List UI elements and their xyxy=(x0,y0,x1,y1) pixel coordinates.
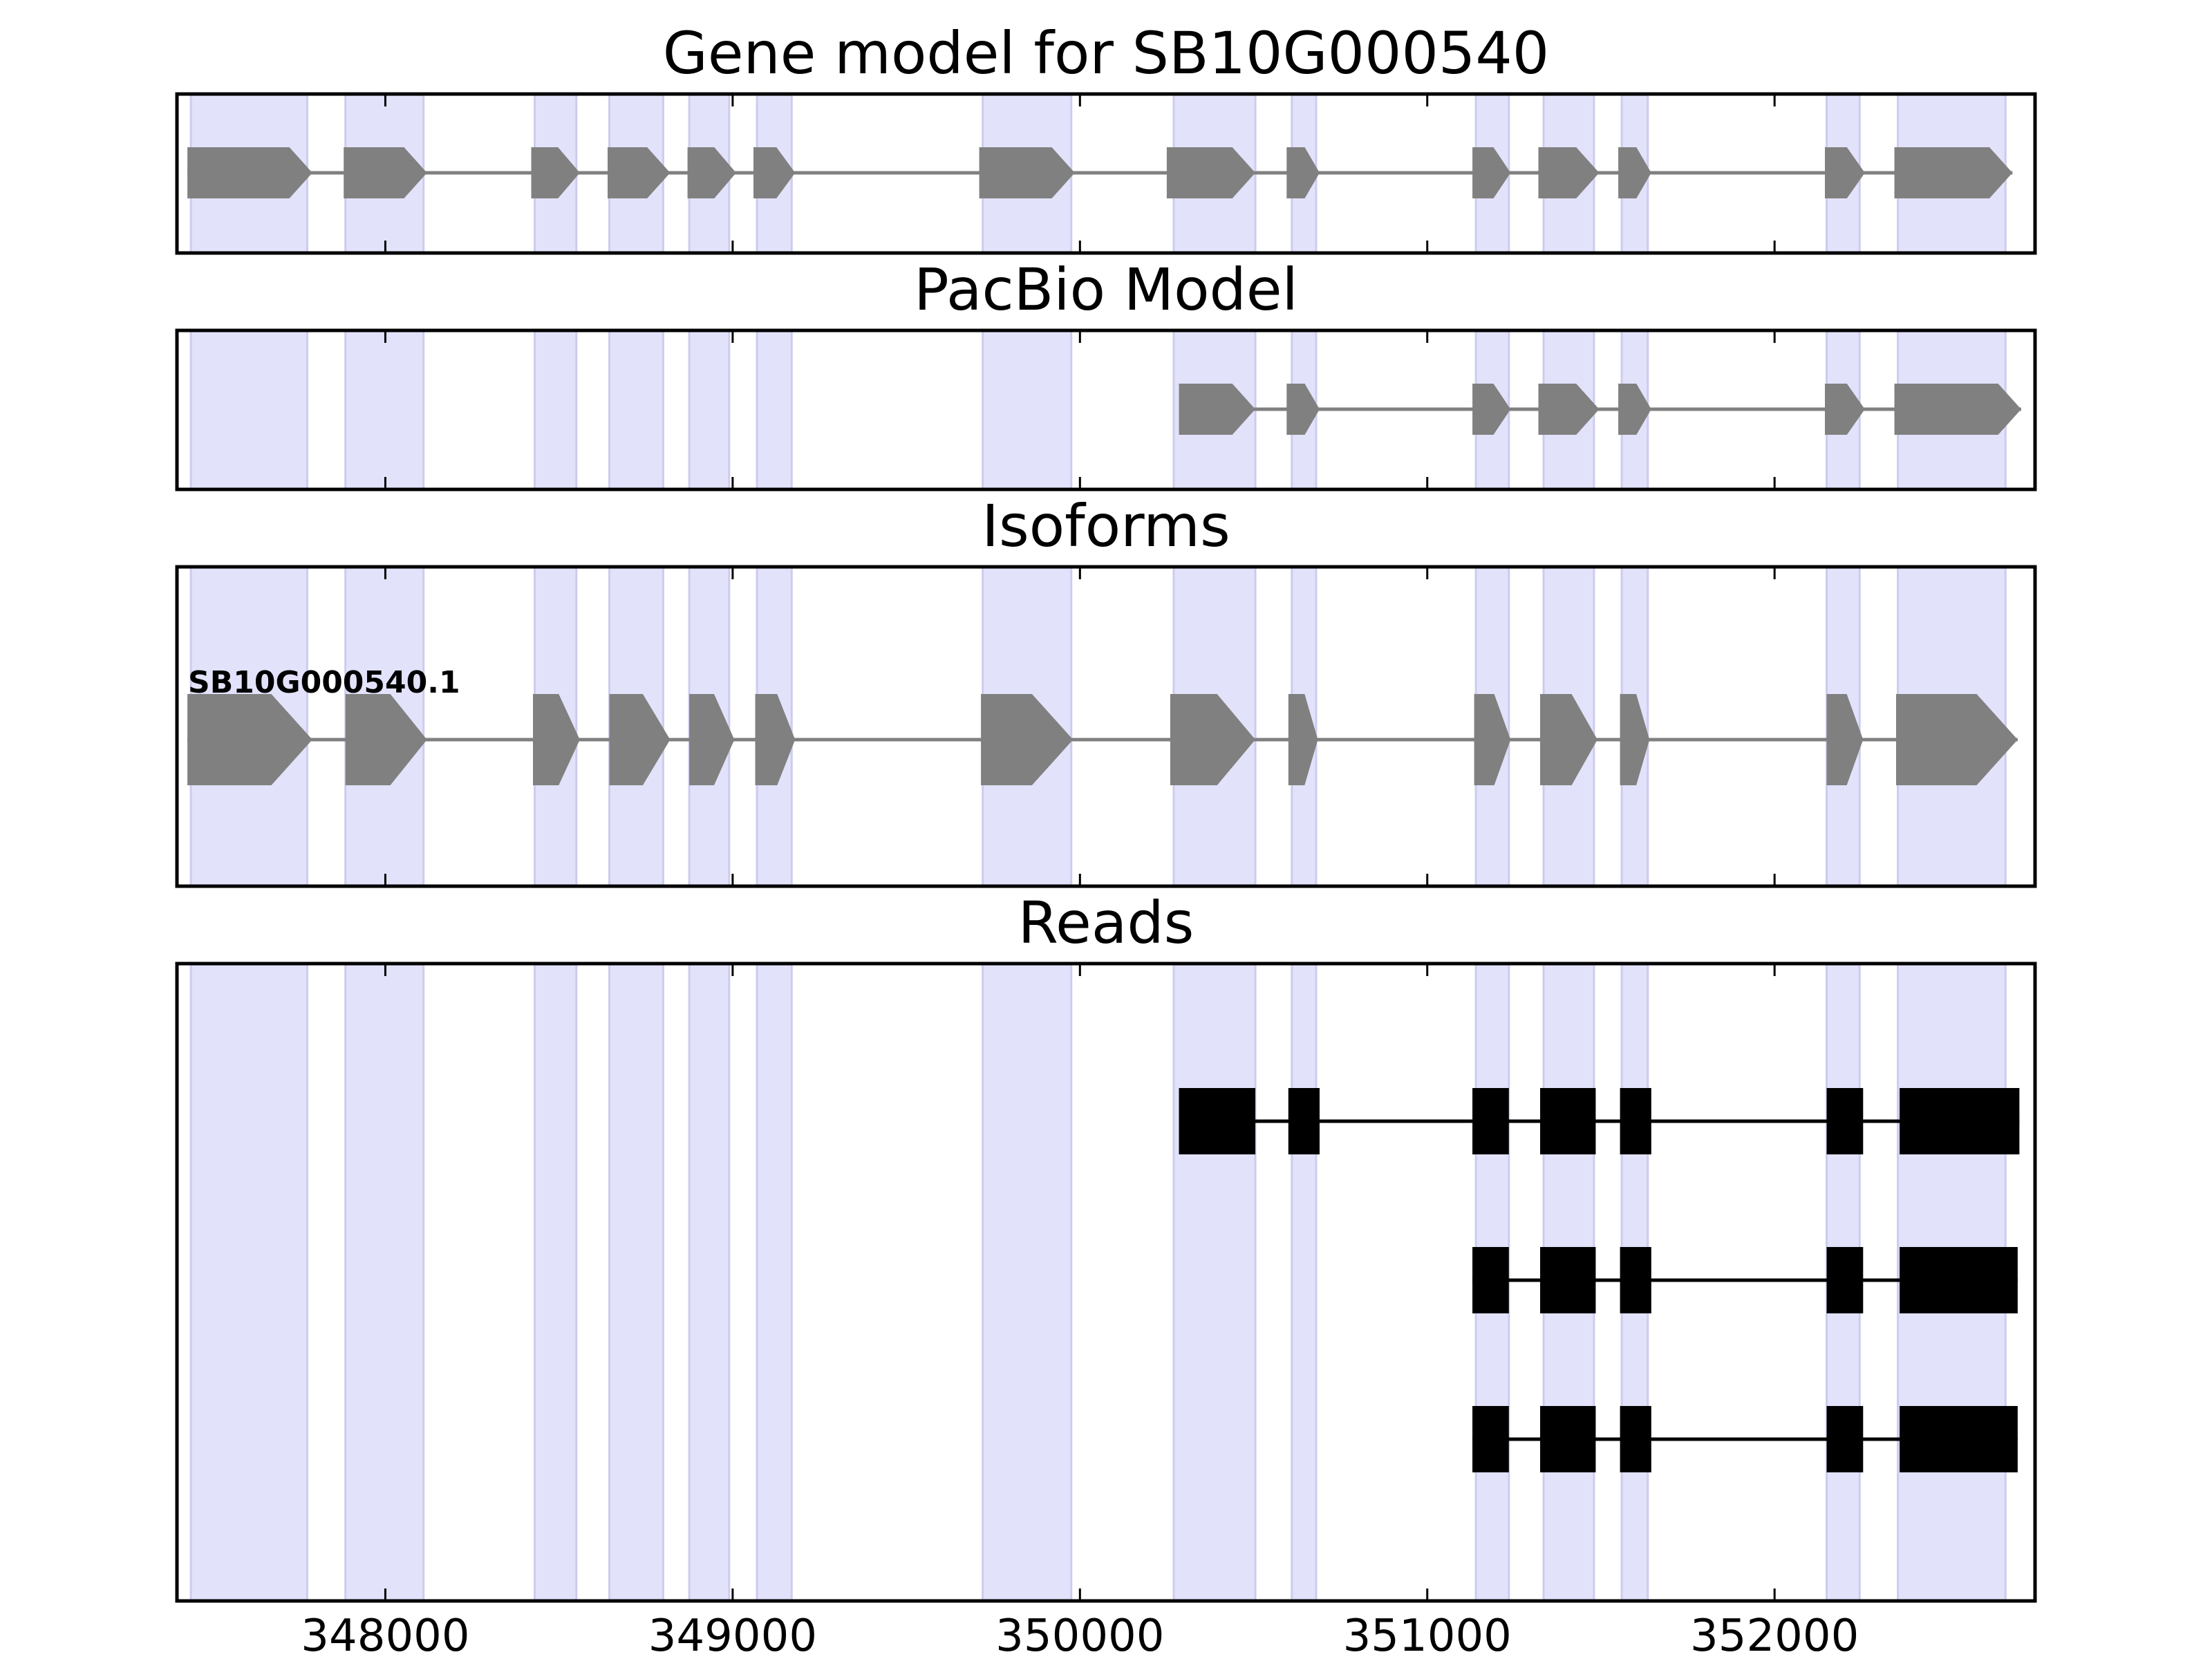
pacbio-model-track-1-exon-7 xyxy=(1894,384,2021,435)
isoforms-track-1-exon-5 xyxy=(689,694,735,785)
pacbio-model-panel xyxy=(175,328,2037,491)
reads-track-2-exon-2 xyxy=(1540,1247,1596,1313)
pacbio-model-exon-region-4 xyxy=(608,329,664,491)
pacbio-model-track-1-exon-3 xyxy=(1472,384,1511,435)
pacbio-model-exon-region-2 xyxy=(344,329,425,491)
isoforms-track-1-exon-6 xyxy=(755,694,796,785)
reads-track-3-exon-2 xyxy=(1540,1406,1596,1472)
isoforms-track-1-exon-10 xyxy=(1474,694,1511,785)
reads-track-3-exon-3 xyxy=(1620,1406,1651,1472)
reads-track-2-exon-4 xyxy=(1826,1247,1864,1313)
pacbio-model-track-1-exon-2 xyxy=(1286,384,1320,435)
gene-model-track-1-exon-12 xyxy=(1618,147,1651,198)
pacbio-model-track-1-exon-4 xyxy=(1538,384,1600,435)
x-axis: 348000 349000 350000 351000 352000 xyxy=(301,1611,1859,1659)
isoforms-track-1-exon-14 xyxy=(1896,694,2018,785)
x-tick-label-351000: 351000 xyxy=(1343,1611,1512,1659)
reads-track-3-exon-1 xyxy=(1472,1406,1509,1472)
gene-model-track-1-exon-14 xyxy=(1894,147,2013,198)
reads-frame xyxy=(175,962,2037,1603)
reads-exon-region-4 xyxy=(608,962,664,1602)
reads-exon-region-5 xyxy=(688,962,731,1602)
gene-model-track-1-exon-11 xyxy=(1538,147,1600,198)
gene-model-track-1-exon-7 xyxy=(979,147,1075,198)
isoforms-track-1-exon-9 xyxy=(1288,694,1318,785)
x-tick-label-348000: 348000 xyxy=(301,1611,469,1659)
gene-model-track-1-exon-2 xyxy=(344,147,427,198)
isoforms-track-1-exon-8 xyxy=(1170,694,1255,785)
reads-track-3-exon-5 xyxy=(1900,1406,2018,1472)
gene-model-track-1-exon-5 xyxy=(687,147,736,198)
reads-exon-region-6 xyxy=(756,962,793,1602)
reads-exon-region-1 xyxy=(189,962,308,1602)
pacbio-model-title: PacBio Model xyxy=(914,256,1298,324)
isoforms-track-1-exon-4 xyxy=(609,694,671,785)
reads-panel xyxy=(175,962,2037,1603)
reads-title: Reads xyxy=(1018,889,1194,957)
gene-model-track-1-exon-9 xyxy=(1286,147,1320,198)
isoforms-panel xyxy=(175,565,2037,888)
reads-exon-region-8 xyxy=(1172,962,1257,1602)
reads-track-2-exon-3 xyxy=(1620,1247,1651,1313)
pacbio-model-track-1-exon-5 xyxy=(1618,384,1651,435)
isoforms-track-1-exon-7 xyxy=(981,694,1074,785)
gene-model-frame xyxy=(175,92,2037,255)
reads-track-1-exon-4 xyxy=(1540,1088,1596,1154)
gene-model-track-1-exon-10 xyxy=(1472,147,1511,198)
reads-track-1-exon-1 xyxy=(1179,1088,1256,1154)
gene-model-track-1-exon-3 xyxy=(531,147,580,198)
gene-model-track-1-exon-8 xyxy=(1166,147,1255,198)
x-tick-label-350000: 350000 xyxy=(995,1611,1164,1659)
reads-track-1-exon-7 xyxy=(1900,1088,2020,1154)
gene-model-panel xyxy=(175,92,2037,255)
pacbio-model-exon-region-1 xyxy=(189,329,308,491)
x-tick-label-349000: 349000 xyxy=(648,1611,817,1659)
isoforms-track-1-exon-13 xyxy=(1826,694,1864,785)
reads-track-2-exon-5 xyxy=(1900,1247,2018,1313)
pacbio-model-track-1-exon-1 xyxy=(1179,384,1255,435)
reads-exon-region-2 xyxy=(344,962,425,1602)
isoforms-track-1-exon-3 xyxy=(533,694,580,785)
reads-exon-region-3 xyxy=(534,962,578,1602)
gene-model-track-1-exon-13 xyxy=(1825,147,1865,198)
gene-model-title: Gene model for SB10G000540 xyxy=(663,19,1549,87)
isoforms-track-1-exon-12 xyxy=(1620,694,1650,785)
isoforms-track-1-exon-11 xyxy=(1540,694,1597,785)
pacbio-model-exon-region-7 xyxy=(982,329,1073,491)
reads-exon-region-7 xyxy=(982,962,1073,1602)
pacbio-model-exon-region-3 xyxy=(534,329,578,491)
gene-model-track-1-exon-6 xyxy=(753,147,796,198)
gene-model-track-1-exon-4 xyxy=(608,147,671,198)
reads-exon-region-9 xyxy=(1291,962,1318,1602)
isoforms-frame xyxy=(175,565,2037,888)
x-tick-label-352000: 352000 xyxy=(1690,1611,1859,1659)
reads-track-1-exon-3 xyxy=(1472,1088,1509,1154)
isoform-label: SB10G000540.1 xyxy=(188,665,460,700)
pacbio-model-track-1-exon-6 xyxy=(1825,384,1865,435)
reads-track-1-exon-2 xyxy=(1288,1088,1320,1154)
pacbio-model-frame xyxy=(175,328,2037,491)
pacbio-model-exon-region-5 xyxy=(688,329,731,491)
reads-track-1-exon-6 xyxy=(1826,1088,1864,1154)
reads-track-3-exon-4 xyxy=(1826,1406,1864,1472)
reads-track-2-exon-1 xyxy=(1472,1247,1509,1313)
gene-model-track-1-exon-1 xyxy=(187,147,312,198)
pacbio-model-exon-region-6 xyxy=(756,329,793,491)
isoforms-track-1-exon-2 xyxy=(345,694,427,785)
reads-track-1-exon-5 xyxy=(1620,1088,1651,1154)
isoforms-track-1-exon-1 xyxy=(187,694,312,785)
isoforms-title: Isoforms xyxy=(982,492,1230,560)
